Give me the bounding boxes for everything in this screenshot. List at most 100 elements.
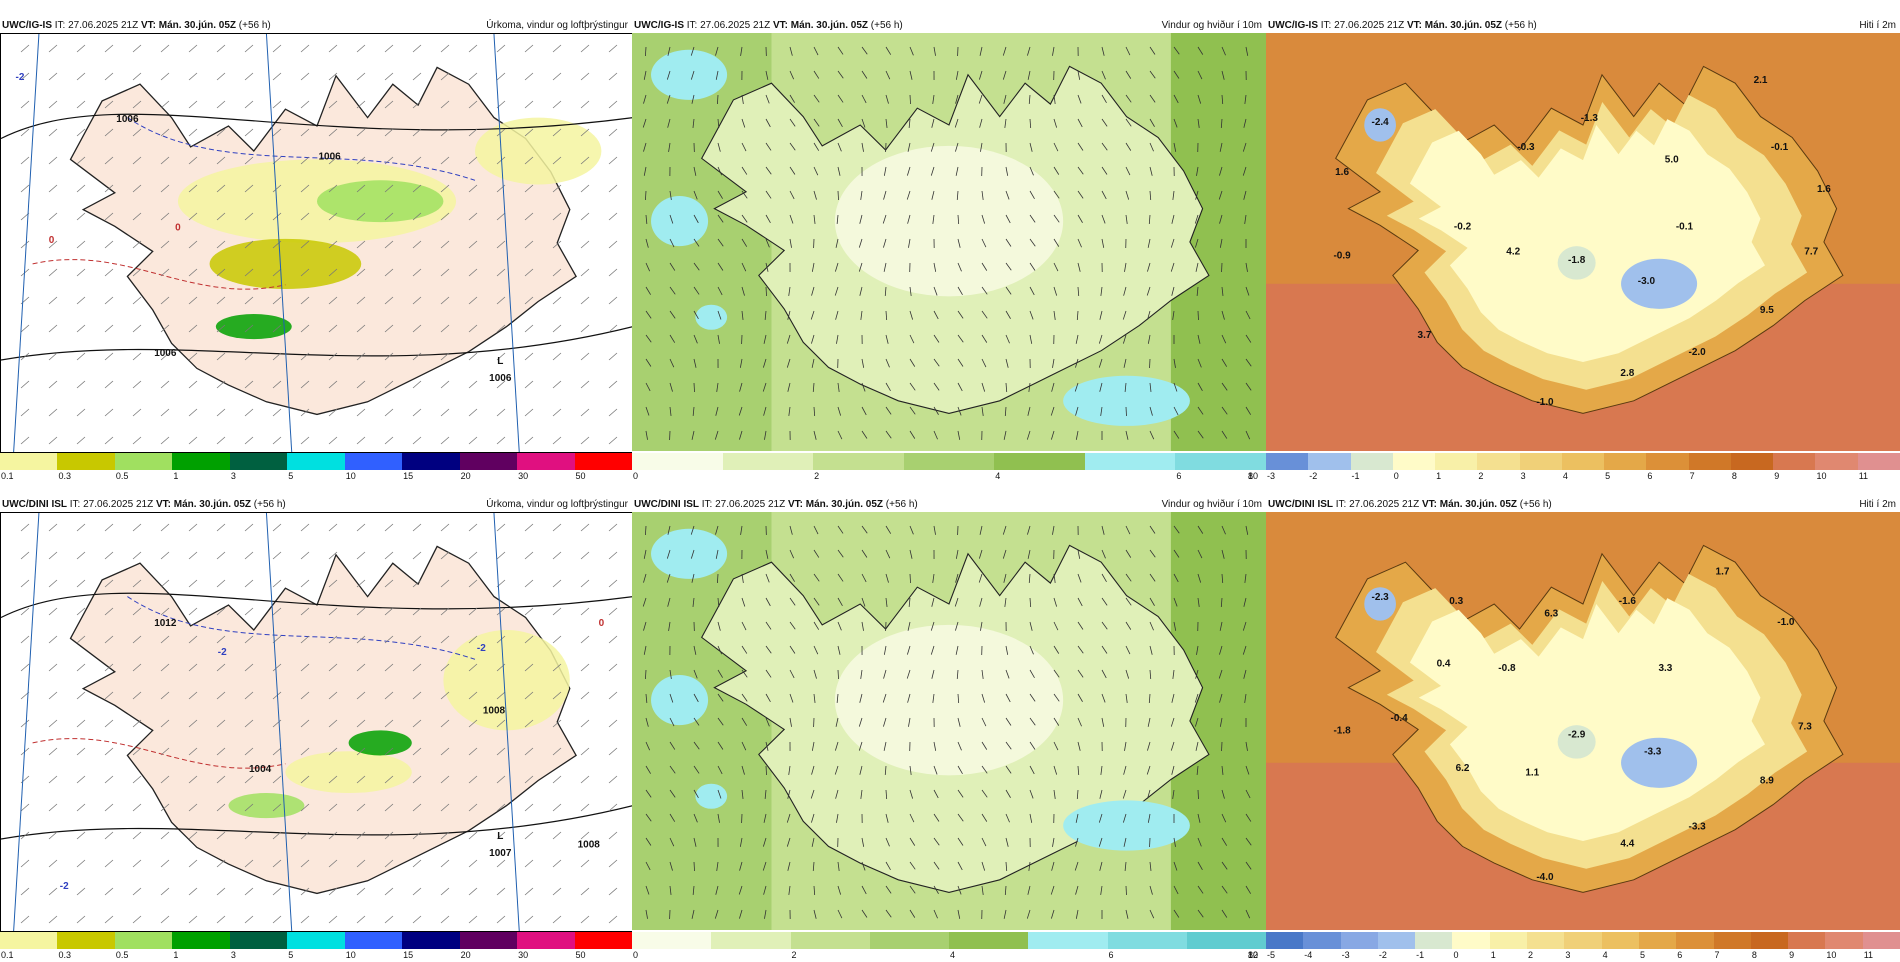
colorbar-swatch <box>1435 453 1477 470</box>
colorbar-swatch <box>632 453 723 470</box>
colorbar-swatch <box>0 932 57 949</box>
colorbar-tick-label: -1 <box>1416 950 1424 960</box>
colorbar-tick-label: 10 <box>1248 471 1258 481</box>
colorbar-swatch <box>1562 453 1604 470</box>
map-value-label: 3.7 <box>1418 330 1432 341</box>
colorbar-swatch <box>994 453 1085 470</box>
colorbar-tick-label: 3 <box>231 471 236 481</box>
colorbar-swatch <box>1604 453 1646 470</box>
init-time: IT: 27.06.2025 21Z <box>1336 499 1419 510</box>
panel-title: UWC/IG-IS IT: 27.06.2025 21Z VT: Mán. 30… <box>632 19 1266 33</box>
valid-label: VT: <box>773 20 788 31</box>
colorbar-swatch <box>1452 932 1489 949</box>
map-value-label: -0.9 <box>1333 251 1351 262</box>
field-name: Úrkoma, vindur og loftþrýstingur <box>486 498 628 512</box>
init-time: IT: 27.06.2025 21Z <box>55 20 138 31</box>
map-value-label: -2.4 <box>1372 117 1390 128</box>
valid-time: Mán. 30.jún. 05Z <box>1440 499 1517 510</box>
colorbar-tick-label: -5 <box>1267 950 1275 960</box>
colorbar-tick-label: 4 <box>1563 471 1568 481</box>
wind-arrow <box>910 95 911 104</box>
colorbar-swatch <box>1266 932 1303 949</box>
colorbar-tick-label: -1 <box>1352 471 1360 481</box>
lead-time: (+56 h) <box>1505 20 1537 31</box>
map-value-label: 1006 <box>489 373 512 384</box>
map-value-label: 9.5 <box>1760 305 1774 316</box>
map-value-label: 1008 <box>483 706 506 717</box>
map-value-label: 1012 <box>154 618 177 629</box>
map-area[interactable] <box>632 33 1266 451</box>
map-panel-temp: UWC/DINI ISL IT: 27.06.2025 21Z VT: Mán.… <box>1266 498 1900 958</box>
colorbar-tick-label: 30 <box>518 950 528 960</box>
colorbar-tick-label: -2 <box>1309 471 1317 481</box>
colorbar-tick-label: 5 <box>1605 471 1610 481</box>
model-name: UWC/IG-IS <box>634 20 684 31</box>
colorbar-swatch <box>345 932 402 949</box>
strong-wind-area <box>1063 800 1190 850</box>
colorbar-swatch <box>172 453 229 470</box>
colorbar-swatch <box>57 453 114 470</box>
field-name: Hiti í 2m <box>1859 19 1896 33</box>
model-name: UWC/IG-IS <box>2 20 52 31</box>
colorbar-tick-label: -2 <box>1379 950 1387 960</box>
map-value-label: 1006 <box>319 151 342 162</box>
valid-label: VT: <box>156 499 171 510</box>
init-time: IT: 27.06.2025 21Z <box>702 499 785 510</box>
colorbar-tick-label: 50 <box>576 950 586 960</box>
valid-time: Mán. 30.jún. 05Z <box>159 20 236 31</box>
colorbar-swatch <box>1714 932 1751 949</box>
colorbar-tick-label: 6 <box>1176 471 1181 481</box>
map-panel-wind: UWC/IG-IS IT: 27.06.2025 21Z VT: Mán. 30… <box>632 19 1266 479</box>
colorbar-swatch <box>723 453 814 470</box>
colorbar-tick-label: 5 <box>288 950 293 960</box>
colorbar <box>0 453 632 470</box>
field-name: Vindur og hviður í 10m <box>1162 498 1262 512</box>
map-value-label: 1006 <box>116 114 139 125</box>
colorbar-tick-label: 1 <box>173 471 178 481</box>
lead-time: (+56 h) <box>871 20 903 31</box>
colorbar <box>632 932 1266 949</box>
colorbar-swatch <box>1676 932 1713 949</box>
map-area[interactable] <box>632 512 1266 930</box>
precip-area <box>229 793 305 818</box>
colorbar-tick-label: 2 <box>1478 471 1483 481</box>
colorbar-tick-label: 10 <box>1826 950 1836 960</box>
colorbar-tick-label: 3 <box>231 950 236 960</box>
colorbar-tick-label: 10 <box>346 471 356 481</box>
map-value-label: -1.6 <box>1619 596 1637 607</box>
map-value-label: -3.3 <box>1644 746 1662 757</box>
colorbar-swatch <box>115 932 172 949</box>
init-time: IT: 27.06.2025 21Z <box>70 499 153 510</box>
map-value-label: -0.8 <box>1498 663 1516 674</box>
colorbar-tick-label: 0.5 <box>116 950 129 960</box>
colorbar <box>1266 453 1900 470</box>
colorbar <box>1266 932 1900 949</box>
colorbar-swatch <box>1175 453 1266 470</box>
wind-arrow <box>910 574 911 583</box>
colorbar-swatch <box>1858 453 1900 470</box>
colorbar-tick-label: 10 <box>1816 471 1826 481</box>
panel-title: UWC/IG-IS IT: 27.06.2025 21Z VT: Mán. 30… <box>1266 19 1900 33</box>
model-name: UWC/IG-IS <box>1268 20 1318 31</box>
map-value-label: -3.0 <box>1638 276 1656 287</box>
colorbar-swatch <box>1341 932 1378 949</box>
colorbar-tick-label: 1 <box>173 950 178 960</box>
glacier-cold <box>1621 738 1697 788</box>
colorbar-swatch <box>517 453 574 470</box>
colorbar-swatch <box>460 932 517 949</box>
colorbar-swatch <box>575 453 632 470</box>
map-value-label: 2.8 <box>1620 368 1634 379</box>
map-panel-temp: UWC/IG-IS IT: 27.06.2025 21Z VT: Mán. 30… <box>1266 19 1900 479</box>
colorbar-tick-label: 0.3 <box>58 471 71 481</box>
colorbar-tick-label: 2 <box>792 950 797 960</box>
map-value-label: 3.3 <box>1658 663 1672 674</box>
map-value-label: -0.4 <box>1391 713 1409 724</box>
wind-arrow <box>838 670 839 679</box>
map-value-label: L <box>497 356 503 367</box>
